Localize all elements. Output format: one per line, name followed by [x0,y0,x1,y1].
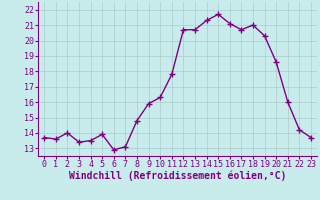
X-axis label: Windchill (Refroidissement éolien,°C): Windchill (Refroidissement éolien,°C) [69,171,286,181]
